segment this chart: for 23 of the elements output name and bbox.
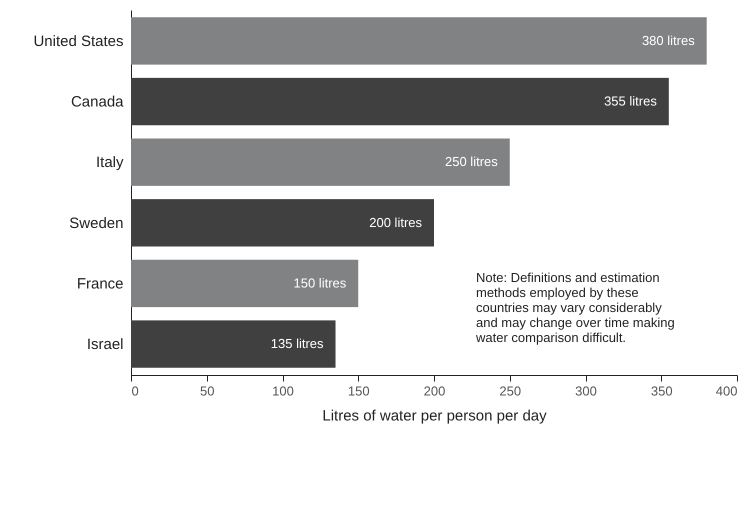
x-tick-label: 100	[272, 384, 294, 398]
x-tick-label: 350	[650, 384, 673, 398]
data-label: 150 litres	[294, 275, 347, 290]
y-tick-label: United States	[33, 32, 124, 50]
x-tick-label: 50	[200, 384, 214, 398]
data-label: 355 litres	[604, 94, 658, 109]
y-tick-label: Italy	[96, 154, 124, 172]
x-tick-label: 0	[132, 384, 139, 398]
annotation: Note: Definitions and estimation methods employed by these countries may vary considerably and may change over time making water comparison difficult.	[475, 270, 675, 345]
x-tick-label: 250	[499, 384, 522, 398]
y-tick-label: Israel	[86, 336, 124, 354]
y-tick-label: France	[76, 275, 124, 292]
data-label: 380 litres	[642, 32, 696, 48]
data-label: 200 litres	[369, 214, 422, 230]
x-tick-label: 200	[424, 384, 446, 398]
x-tick-label: 150	[348, 384, 370, 398]
y-tick-label: Canada	[70, 94, 124, 111]
y-tick-label: Sweden	[69, 214, 124, 232]
x-tick-label: 300	[575, 384, 597, 398]
data-label: 250 litres	[445, 154, 498, 170]
x-tick-label: 400	[716, 384, 738, 398]
x-axis-title: Litres of water per person per day	[322, 408, 548, 424]
data-label: 135 litres	[270, 336, 324, 352]
